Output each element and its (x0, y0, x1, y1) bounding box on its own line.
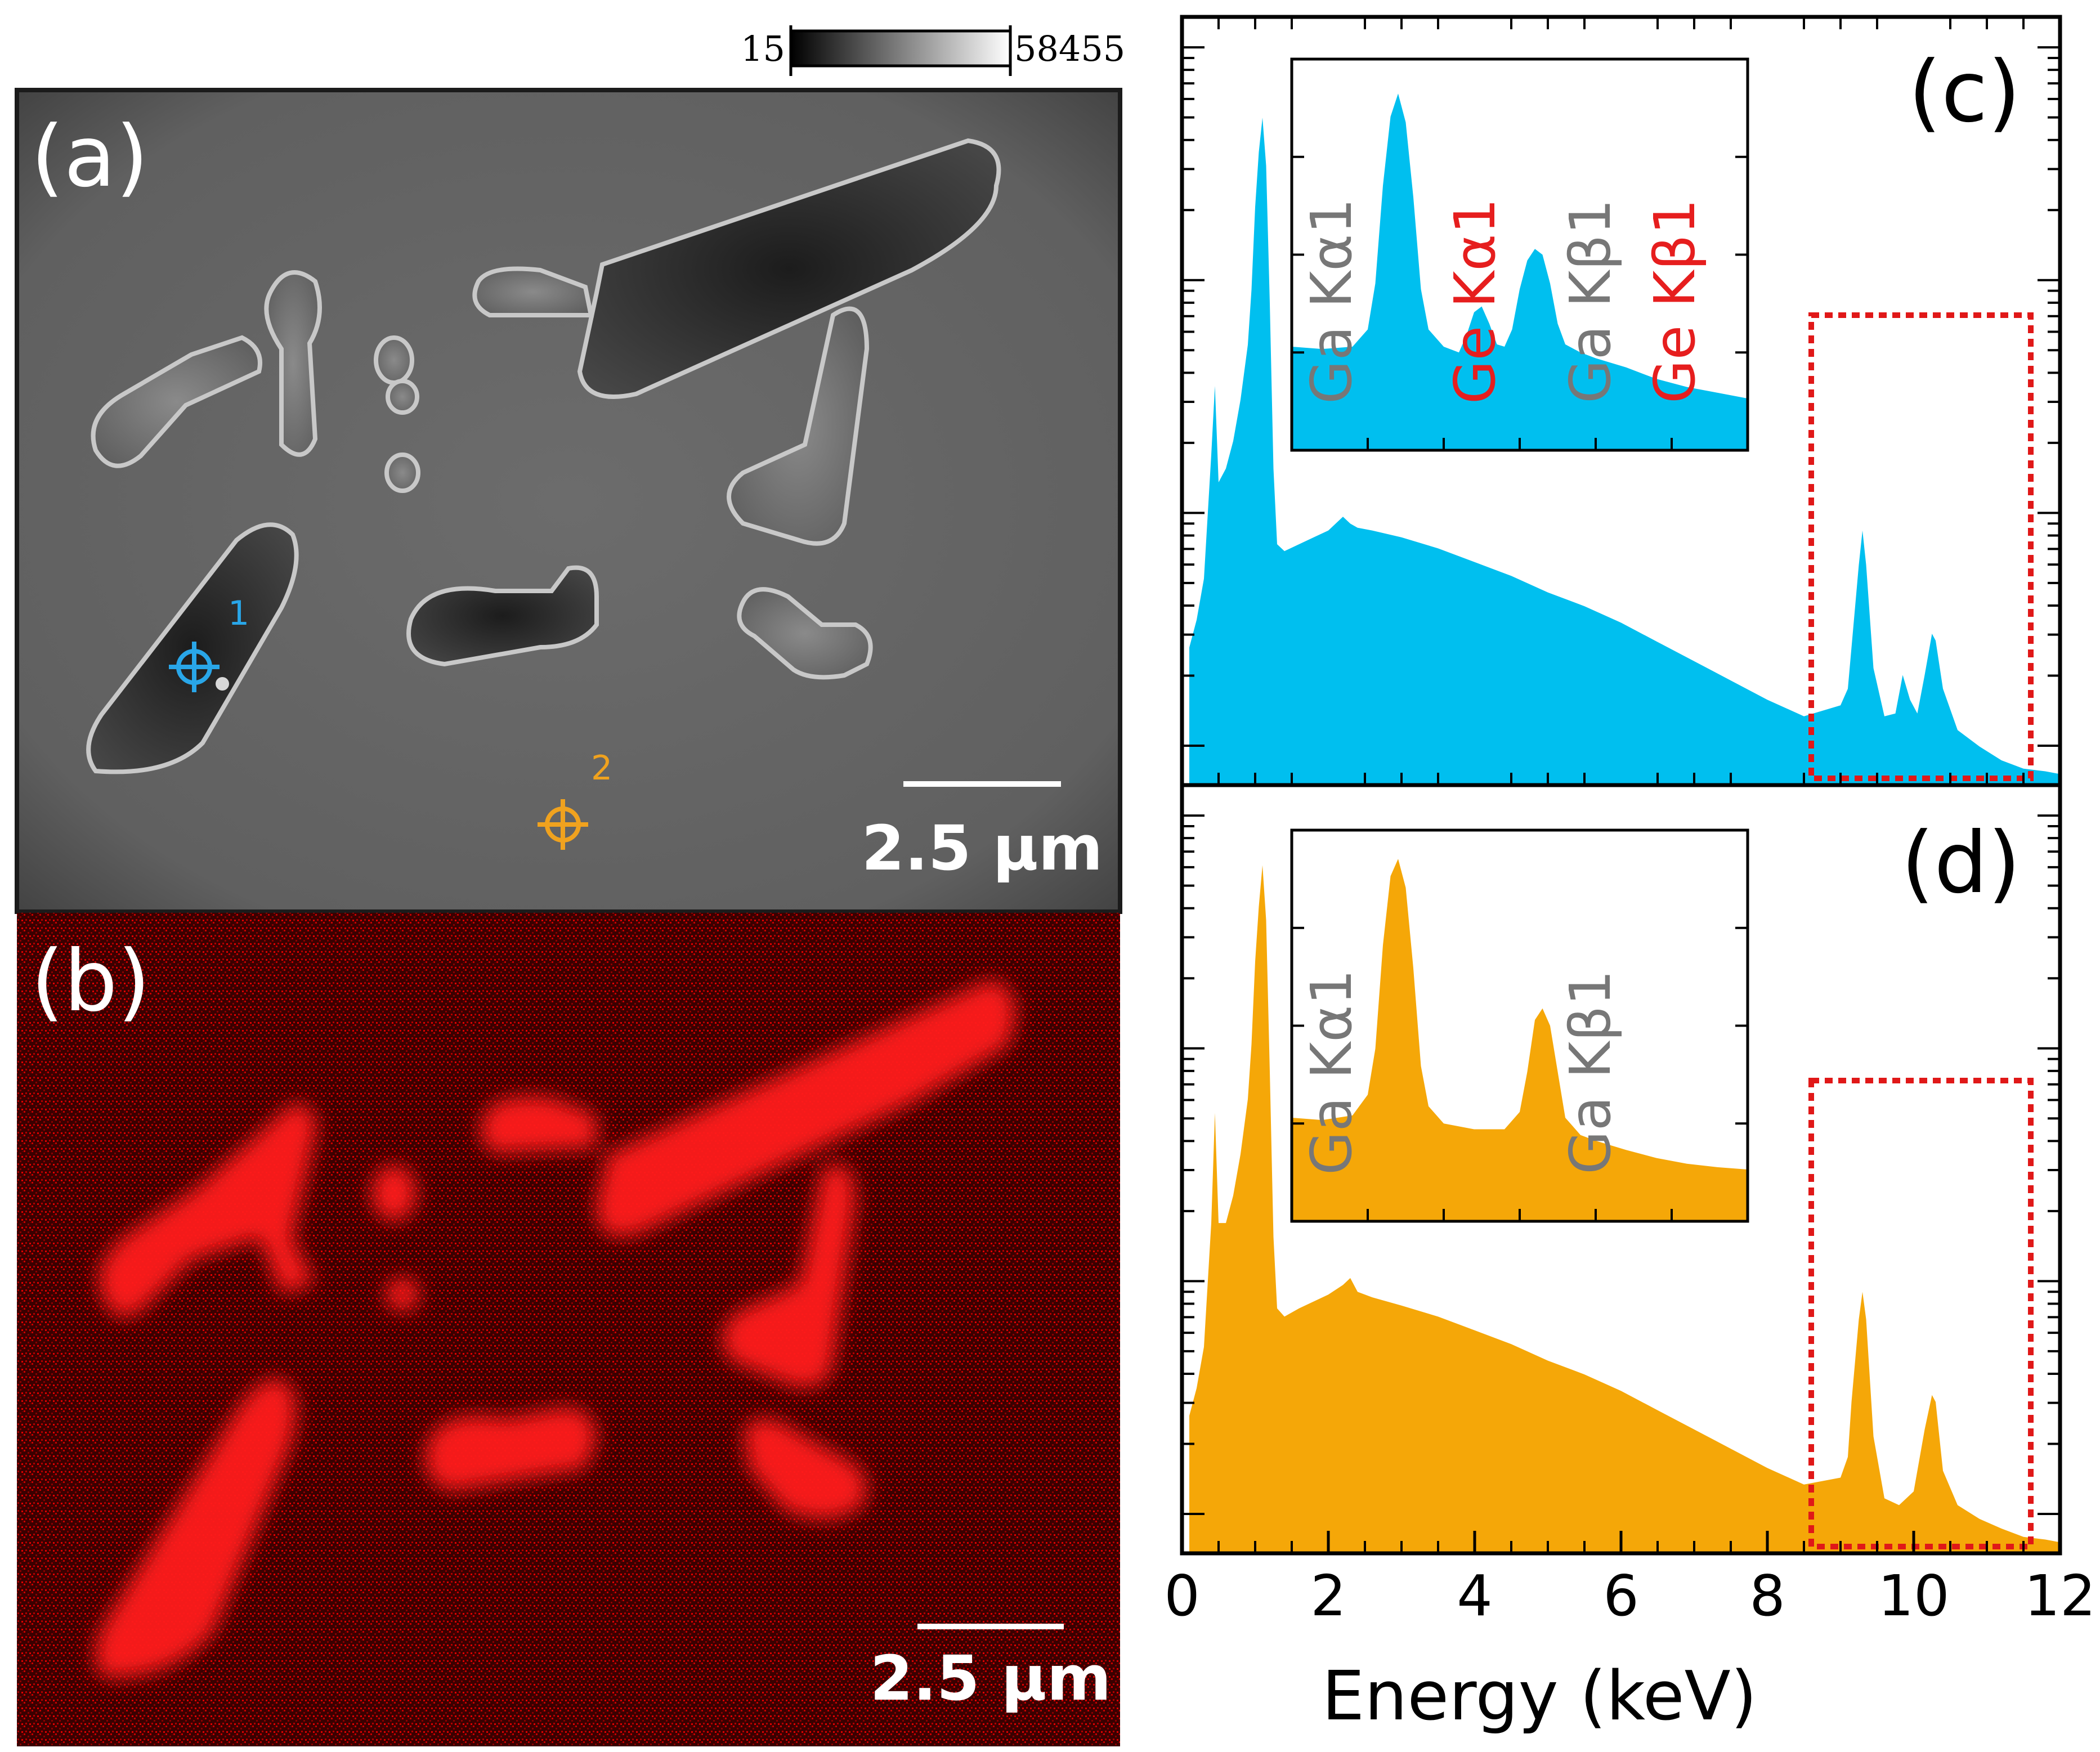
panel-a: 1 2 2.5 μm (a) (15, 88, 1122, 914)
eds-region (95, 1378, 297, 1678)
sem-island (727, 306, 870, 546)
x-tick-label: 12 (2024, 1563, 2095, 1629)
eds-region (371, 1165, 417, 1221)
marker-1-label: 1 (228, 594, 249, 633)
eds-region (98, 1103, 316, 1317)
x-tick-label: 8 (1749, 1563, 1785, 1629)
highlight-box (1808, 1078, 2034, 1549)
inset-peak-label: Ga Kα1 (1298, 969, 1364, 1175)
highlight-box (1808, 312, 2034, 781)
eds-region (596, 979, 1016, 1237)
x-tick-label: 4 (1457, 1563, 1493, 1629)
sem-island (91, 335, 262, 468)
eds-region (425, 1407, 597, 1491)
spectra-panels: Ga Kα1 Ge Kα1 Ga Kβ1 Ge Kβ1 (c) Ga Kα1 Ga Kβ1 (… (1180, 15, 2062, 1556)
inset-peak-label: Ga Kβ1 (1557, 970, 1623, 1175)
inset-peak-label: Ge Kβ1 (1642, 199, 1708, 404)
x-axis: 0 2 4 6 8 10 12 (1164, 17, 2096, 1629)
sem-dot (374, 335, 414, 385)
x-tick-label: 2 (1310, 1563, 1346, 1629)
inset-spectrum-area (1292, 859, 1748, 1221)
eds-map-regions (95, 979, 1016, 1678)
panel-label-b: (b) (31, 933, 150, 1030)
spectrum-panel: Ga Kα1 Ga Kβ1 (d) (1180, 783, 2062, 1556)
marker-1: 1 (169, 594, 249, 692)
sem-island-large (577, 138, 1001, 399)
marker-2: 2 (538, 749, 612, 850)
eds-region (722, 1164, 856, 1388)
inset-spectrum-area (1292, 93, 1748, 451)
spectrum-area (1189, 865, 2060, 1553)
inset-peak-label: Ga Kα1 (1298, 198, 1364, 404)
spectrum-area (1189, 118, 2060, 785)
x-axis-label: Energy (keV) (1322, 1657, 1757, 1736)
x-tick-label: 6 (1603, 1563, 1639, 1629)
sem-island (472, 266, 594, 317)
sem-island (406, 565, 599, 667)
sem-dot (386, 379, 419, 415)
colorbar: 15 58455 (741, 25, 1125, 76)
scalebar-label: 2.5 μm (870, 1642, 1112, 1714)
sem-island (737, 587, 873, 680)
x-tick-label: 0 (1164, 1563, 1200, 1629)
panel-label-a: (a) (31, 108, 149, 206)
inset-peak-label: Ga Kβ1 (1557, 199, 1623, 404)
eds-region (386, 1278, 419, 1311)
panel-label: (c) (1908, 43, 2021, 141)
sem-dot (216, 677, 229, 691)
inset: Ga Kα1 Ga Kβ1 (1290, 828, 1749, 1223)
spectrum-panel: Ga Kα1 Ge Kα1 Ga Kβ1 Ge Kβ1 (c) (1180, 15, 2062, 787)
scalebar-label: 2.5 μm (862, 812, 1103, 884)
sem-dot (384, 452, 420, 493)
colorbar-max-label: 58455 (1014, 28, 1125, 69)
colorbar-gradient (789, 29, 1012, 68)
marker-2-label: 2 (591, 749, 612, 788)
inset: Ga Kα1 Ge Kα1 Ga Kβ1 Ge Kβ1 (1290, 57, 1749, 452)
inset-peak-label: Ge Kα1 (1442, 198, 1508, 404)
panel-label: (d) (1901, 814, 2021, 912)
colorbar-min-label: 15 (741, 28, 785, 69)
panel-b: 2.5 μm (b) (17, 913, 1120, 1746)
eds-region (743, 1418, 867, 1520)
x-tick-label: 10 (1878, 1563, 1949, 1629)
eds-region (480, 1096, 597, 1154)
sem-island (264, 270, 322, 457)
